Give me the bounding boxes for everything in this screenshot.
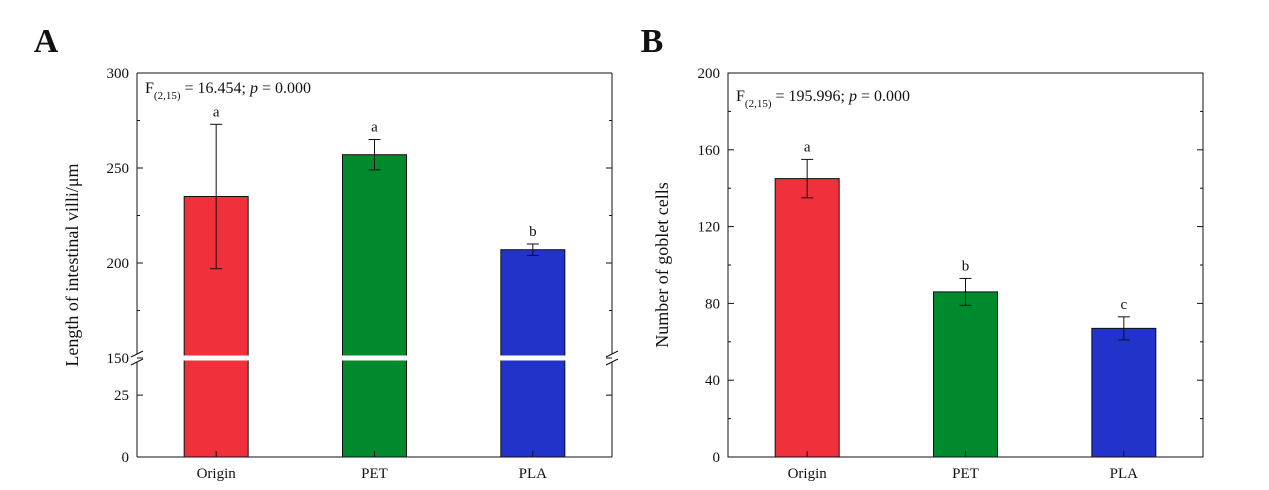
ytick-label-b-80: 80 <box>705 296 720 312</box>
xtick-label-a-origin: Origin <box>197 466 237 482</box>
ylabel-b: Number of goblet cells <box>652 182 672 347</box>
sig-letter-a-pet: a <box>371 120 378 136</box>
sig-letter-b-origin: a <box>804 139 811 155</box>
break-mark-right-1 <box>605 350 619 358</box>
ytick-label-b-200: 200 <box>698 66 721 82</box>
bar-pet <box>933 291 998 458</box>
bar-pla <box>1091 327 1157 458</box>
panel-label-a: A <box>34 23 59 60</box>
stat-text-b: F(2,15) = 195.996; p = 0.000 <box>736 88 910 110</box>
xtick-label-a-pla: PLA <box>519 466 548 482</box>
break-mark-left-2 <box>130 358 144 366</box>
chart-a: A 0 25 150 200 250 300 Origin PET PLA a a b F(2,15) =… <box>34 23 619 482</box>
ytick-label-a-250: 250 <box>107 161 130 177</box>
ytick-label-a-25: 25 <box>114 388 129 404</box>
sig-letter-b-pla: c <box>1120 297 1127 313</box>
xtick-label-b-pet: PET <box>952 466 979 482</box>
ylabel-a: Length of intestinal villi/μm <box>62 163 82 366</box>
stat-text-a: F(2,15) = 16.454; p = 0.000 <box>145 80 311 102</box>
ytick-label-a-0: 0 <box>122 450 130 466</box>
xtick-label-b-pla: PLA <box>1110 466 1139 482</box>
ytick-label-a-200: 200 <box>107 256 130 272</box>
bar-pet <box>342 154 407 458</box>
xtick-label-a-pet: PET <box>361 466 388 482</box>
sig-letter-a-pla: b <box>529 224 537 240</box>
panel-label-b: B <box>641 23 664 60</box>
bar-pla <box>500 249 566 458</box>
break-mark-right-2 <box>605 358 619 366</box>
ytick-label-b-0: 0 <box>713 450 721 466</box>
ytick-label-a-300: 300 <box>107 66 130 82</box>
sig-letter-a-origin: a <box>213 104 220 120</box>
ytick-label-b-120: 120 <box>698 220 721 236</box>
break-mark-left-1 <box>130 350 144 358</box>
sig-letter-b-pet: b <box>962 258 970 274</box>
ytick-label-b-40: 40 <box>705 373 720 389</box>
ytick-label-b-160: 160 <box>698 143 721 159</box>
bar-origin <box>774 178 840 458</box>
chart-b: Ba b c 0 40 80 120 160 200 Origin PET PLA F(2,15) = … <box>641 23 1204 482</box>
ytick-label-a-150: 150 <box>107 351 130 367</box>
axis-break-gap <box>139 355 610 361</box>
xtick-label-b-origin: Origin <box>788 466 828 482</box>
